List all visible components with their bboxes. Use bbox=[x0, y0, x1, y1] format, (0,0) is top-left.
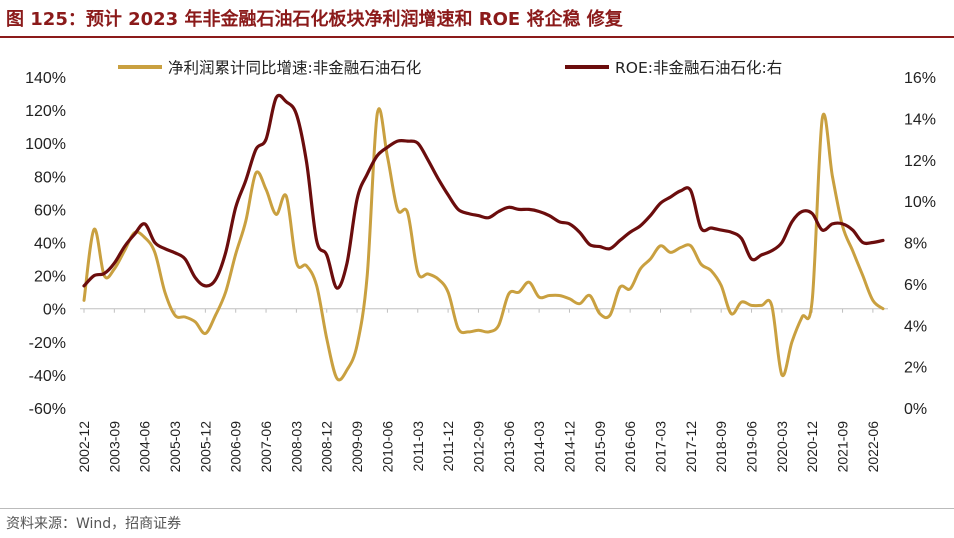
source-divider bbox=[0, 508, 954, 509]
y-right-tick-label: 16% bbox=[904, 70, 936, 87]
y-left-tick-label: 20% bbox=[34, 269, 66, 286]
x-tick-label: 2008-12 bbox=[319, 421, 335, 473]
roe-series-line bbox=[82, 93, 885, 290]
x-tick-label: 2011-03 bbox=[410, 421, 426, 472]
source-note: 资料来源：Wind，招商证券 bbox=[6, 516, 182, 532]
y-left-tick-label: 60% bbox=[34, 202, 66, 219]
y-left-tick-label: 40% bbox=[34, 236, 66, 253]
x-tick-label: 2006-09 bbox=[228, 421, 244, 473]
y-right-tick-label: 4% bbox=[904, 318, 927, 335]
y-right-tick-label: 6% bbox=[904, 277, 927, 294]
x-tick-label: 2015-09 bbox=[592, 421, 608, 473]
y-right-tick-label: 2% bbox=[904, 360, 927, 377]
x-tick-label: 2005-12 bbox=[197, 421, 213, 473]
x-tick-label: 2002-12 bbox=[76, 421, 92, 473]
y-right-tick-label: 10% bbox=[904, 194, 936, 211]
x-tick-label: 2007-06 bbox=[258, 421, 274, 473]
y-right-tick-label: 8% bbox=[904, 236, 927, 253]
x-tick-label: 2021-09 bbox=[835, 421, 851, 473]
x-tick-label: 2008-03 bbox=[288, 421, 304, 473]
x-tick-label: 2020-12 bbox=[804, 421, 820, 473]
y-right-tick-label: 12% bbox=[904, 153, 936, 170]
legend-item-roe-label: ROE:非金融石油石化:右 bbox=[615, 59, 782, 77]
x-tick-label: 2018-09 bbox=[713, 421, 729, 473]
x-tick-label: 2010-06 bbox=[379, 421, 395, 473]
chart-axes: -60% -40% -20% 0% 20% 40% 60% 80% 100% 120% 140% 0%… bbox=[25, 70, 936, 472]
y-left-tick-label: -60% bbox=[29, 401, 66, 418]
chart-legend: 净利润累计同比增速:非金融石油石化 ROE:非金融石油石化:右 bbox=[118, 59, 782, 77]
x-tick-label: 2017-03 bbox=[652, 421, 668, 473]
y-left-tick-label: 120% bbox=[25, 103, 66, 120]
x-tick-label: 2005-03 bbox=[167, 421, 183, 473]
x-tick-label: 2009-09 bbox=[349, 421, 365, 473]
x-tick-label: 2019-06 bbox=[744, 421, 760, 473]
x-tick-label: 2004-06 bbox=[137, 421, 153, 473]
x-tick-label: 2012-09 bbox=[470, 421, 486, 473]
chart-title: 图 125：预计 2023 年非金融石油石化板块净利润增速和 ROE 将企稳 修… bbox=[6, 9, 623, 30]
x-tick-label: 2003-09 bbox=[106, 421, 122, 473]
y-left-tick-label: -40% bbox=[29, 368, 66, 385]
x-tick-label: 2016-06 bbox=[622, 421, 638, 473]
legend-item-profit-growth-label: 净利润累计同比增速:非金融石油石化 bbox=[168, 59, 421, 77]
y-left-tick-label: 100% bbox=[25, 136, 66, 153]
y-left-tick-label: 0% bbox=[43, 302, 66, 319]
chart-series bbox=[82, 93, 885, 382]
x-tick-label: 2022-06 bbox=[865, 421, 881, 473]
x-tick-label: 2014-03 bbox=[531, 421, 547, 473]
x-tick-label: 2017-12 bbox=[683, 421, 699, 473]
y-left-tick-label: 80% bbox=[34, 169, 66, 186]
y-right-tick-label: 14% bbox=[904, 111, 936, 128]
x-tick-label: 2011-12 bbox=[440, 421, 456, 472]
profit-growth-series-line bbox=[82, 107, 885, 382]
y-right-tick-label: 0% bbox=[904, 401, 927, 418]
title-divider bbox=[0, 36, 954, 38]
y-left-tick-label: 140% bbox=[25, 70, 66, 87]
x-tick-label: 2014-12 bbox=[561, 421, 577, 473]
y-left-tick-label: -20% bbox=[29, 335, 66, 352]
x-tick-label: 2013-06 bbox=[501, 421, 517, 473]
line-chart: -60% -40% -20% 0% 20% 40% 60% 80% 100% 120% 140% 0%… bbox=[25, 59, 936, 472]
x-tick-label: 2020-03 bbox=[774, 421, 790, 473]
